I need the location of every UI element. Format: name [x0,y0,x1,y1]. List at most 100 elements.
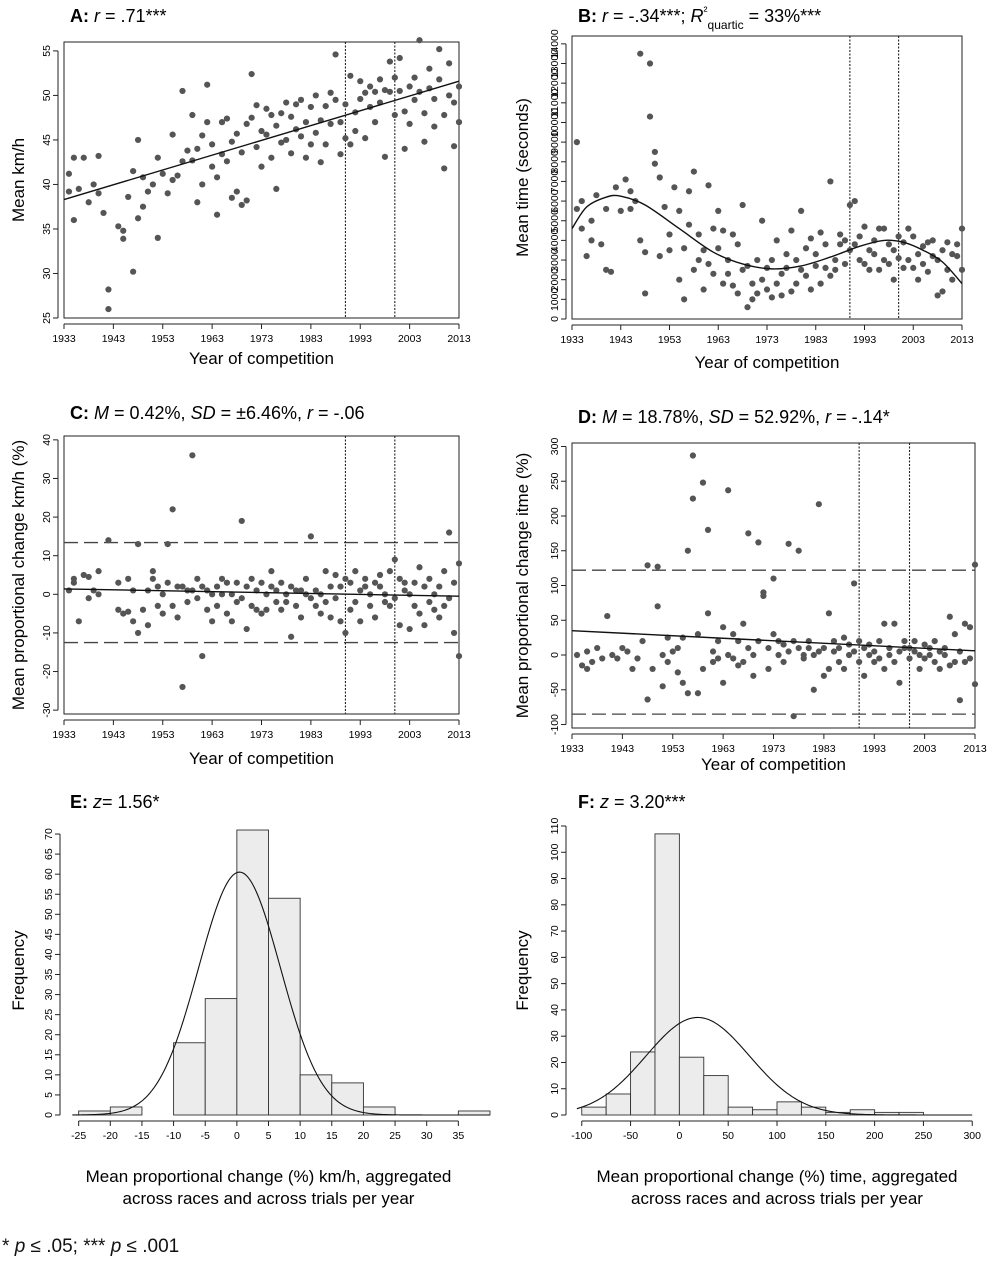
data-point [376,583,384,590]
data-point [381,598,389,606]
data-point [827,178,834,185]
panel-c: C: M = 0.42%, SD = ±6.46%, r = -.06 -30 -2… [9,403,471,768]
data-point [666,247,673,254]
data-point [911,648,918,655]
data-point [755,638,762,645]
data-point [431,606,438,613]
y-tick-label: 10 [41,550,53,562]
data-point [822,264,829,272]
y-tick-label: 3000 [549,248,561,272]
data-point [954,253,961,260]
normal-curve [576,1016,973,1116]
title-part: = 18.78%, [617,407,709,427]
data-point [268,111,275,119]
y-tick-label: 150 [549,542,561,560]
data-point [798,266,805,273]
data-point [946,613,953,620]
data-point [669,648,676,655]
data-point [627,205,634,213]
data-point [115,223,122,230]
y-tick-label: 20 [41,511,53,523]
data-point [603,266,610,273]
x-tick-label: -5 [201,1130,210,1142]
data-point [441,165,448,172]
histogram-bar [654,833,680,1116]
x-tick-label: 1963 [200,333,224,345]
histogram-bar [457,1110,491,1116]
data-point [134,541,142,548]
title-part: = .71*** [100,6,167,26]
data-point [401,587,408,594]
data-point [815,501,822,508]
plot-frame [63,41,460,319]
data-point [800,655,807,662]
x-tick-label: 5 [266,1130,272,1142]
y-tick-label: 4000 [549,229,561,253]
data-point [745,530,752,537]
data-point [209,591,216,598]
title-part: r [825,407,832,427]
data-point [642,249,649,256]
data-point [65,170,73,177]
data-point [455,83,463,90]
data-point [951,658,958,666]
histogram-bar [331,1082,364,1116]
panel-letter: D: [578,407,602,427]
histogram-bar [299,1074,333,1116]
data-point [371,119,379,126]
data-point [283,598,290,606]
data-point [169,602,176,609]
title-part: r [94,6,101,26]
data-point [307,141,314,148]
x-tick-label: 1993 [853,334,877,346]
data-point [768,256,775,264]
data-point [327,583,334,590]
data-point [268,568,275,575]
data-point [263,606,270,613]
y-tick-label: -50 [549,682,561,697]
data-point [179,583,186,590]
x-tick-label: 1943 [611,743,635,755]
x-tick-label: 100 [768,1130,786,1142]
data-point [396,54,403,62]
data-point [327,89,334,96]
y-tick-label: 9000 [549,130,561,154]
x-tick-label: 1993 [863,743,887,755]
data-point [406,83,413,90]
data-point [905,225,912,232]
data-point [431,123,438,130]
data-point [352,568,359,575]
data-point [134,136,142,144]
data-point [446,529,453,536]
data-point [835,658,843,666]
data-point [841,260,849,268]
data-point [740,658,747,666]
data-point [105,305,112,313]
x-tick-label: 250 [915,1130,933,1142]
data-point [812,251,819,258]
y-tick-label: 60 [549,951,561,963]
x-tick-label: 1953 [151,729,175,741]
data-point [573,139,580,146]
y-tick-label: 6000 [549,189,561,213]
data-point [832,266,839,273]
x-axis-label: Year of competition [189,749,334,768]
y-tick-label: 100 [549,577,561,595]
data-point [238,595,245,602]
normal-curve [72,871,490,1116]
data-point [919,243,927,250]
data-point [599,655,606,662]
data-point [778,270,785,277]
data-point [105,286,112,293]
y-tick-label: 30 [43,989,55,1001]
data-point [70,579,77,586]
data-point [921,655,928,662]
y-tick-label: 30 [41,472,53,484]
data-point [179,683,186,691]
data-point [406,625,413,633]
data-point [253,102,260,109]
data-point [386,568,393,575]
data-point [934,256,941,264]
data-point [924,268,931,275]
